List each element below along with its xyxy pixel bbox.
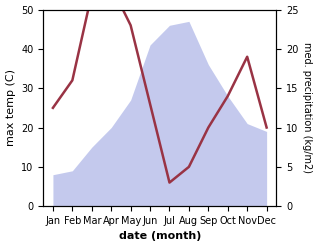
Y-axis label: med. precipitation (kg/m2): med. precipitation (kg/m2) bbox=[302, 42, 313, 173]
X-axis label: date (month): date (month) bbox=[119, 231, 201, 242]
Y-axis label: max temp (C): max temp (C) bbox=[5, 69, 16, 146]
